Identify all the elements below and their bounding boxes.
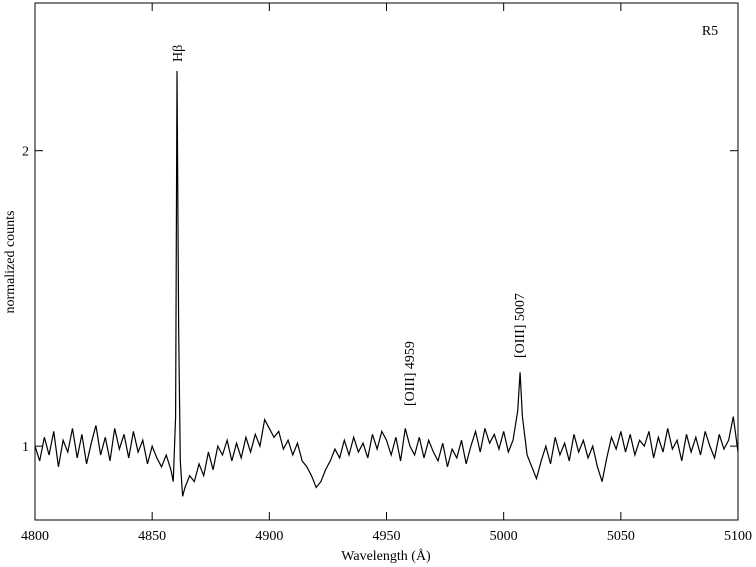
annotation: Hβ [171, 45, 186, 62]
annotation: [OIII] 4959 [403, 341, 418, 406]
x-tick-label: 5050 [607, 529, 635, 544]
x-tick-label: 4850 [138, 529, 166, 544]
spectrum-line [34, 70, 739, 497]
x-tick-label: 5100 [724, 529, 752, 544]
x-tick-label: 4950 [373, 529, 401, 544]
annotation: [OIII] 5007 [513, 293, 528, 358]
x-tick-label: 5000 [490, 529, 518, 544]
y-axis-label: normalized counts [3, 210, 18, 313]
y-tick-label: 1 [22, 440, 29, 455]
x-tick-label: 4800 [21, 529, 49, 544]
x-axis-label: Wavelength (Å) [341, 548, 431, 564]
x-tick-label: 4900 [255, 529, 283, 544]
annotation: R5 [702, 24, 718, 39]
y-tick-label: 2 [22, 145, 29, 160]
